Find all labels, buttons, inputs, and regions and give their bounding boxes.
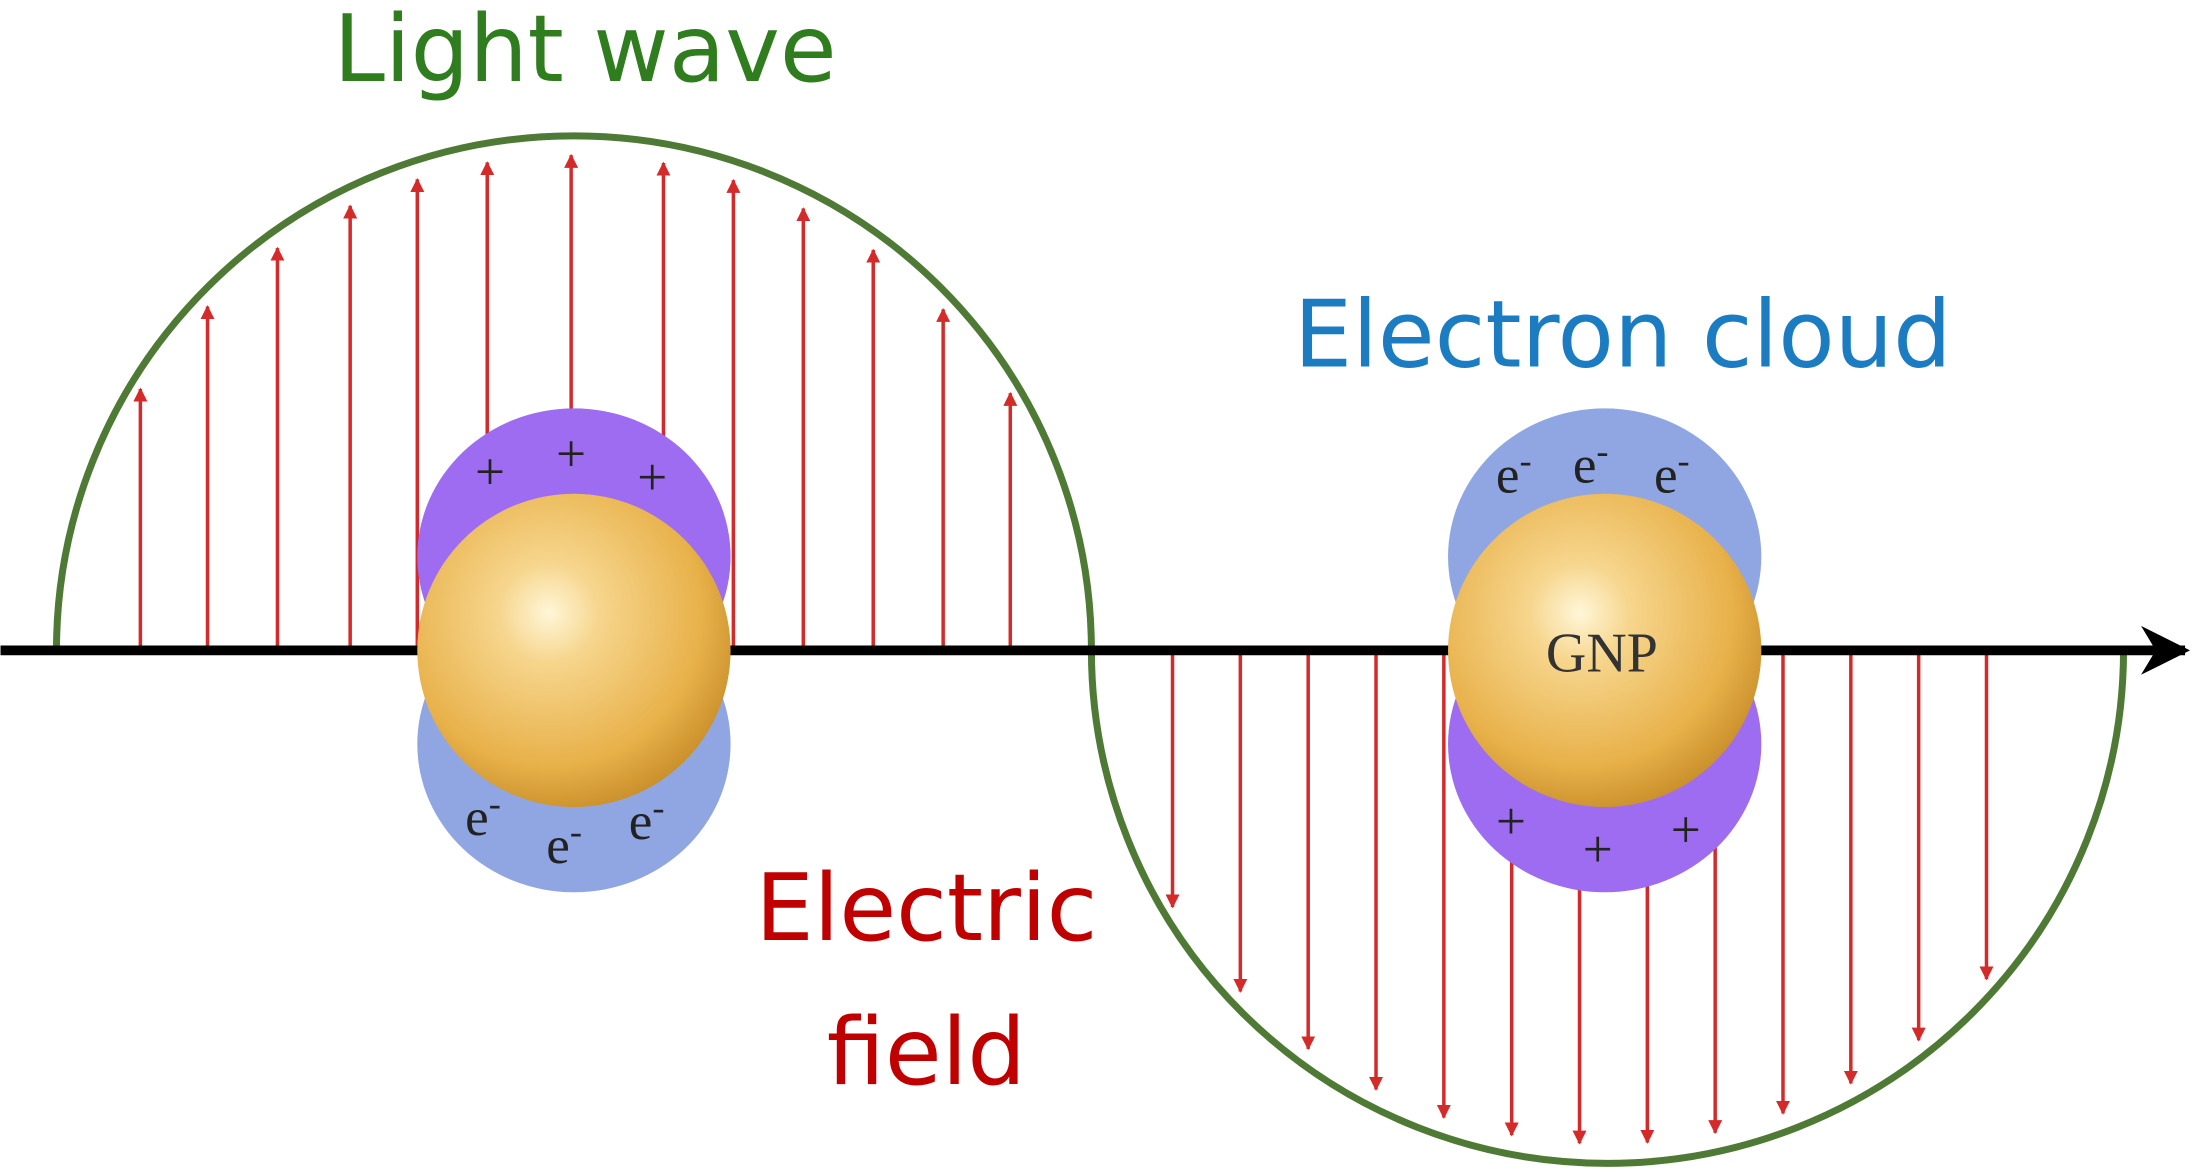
gold-nanoparticle <box>1448 493 1762 807</box>
positive-charge: + <box>475 443 505 501</box>
electron-charge: e- <box>1496 441 1532 505</box>
particle-right: GNP <box>1448 408 1762 893</box>
positive-charge: + <box>556 425 586 483</box>
electric-field-label: field <box>827 998 1026 1106</box>
gold-nanoparticle <box>417 493 731 807</box>
electron-sign: - <box>1678 441 1690 481</box>
electron-symbol: e <box>1573 437 1597 495</box>
electron-symbol: e <box>546 817 570 875</box>
electron-sign: - <box>570 811 582 851</box>
electron-sign: - <box>652 788 664 828</box>
electron-sign: - <box>1520 441 1532 481</box>
positive-charge: + <box>637 449 667 507</box>
electron-sign: - <box>1596 431 1608 471</box>
electron-sign: - <box>489 783 501 823</box>
particle-left <box>417 408 731 893</box>
electron-charge: e- <box>546 811 582 875</box>
light-wave-label: Light wave <box>334 0 837 103</box>
electron-charge: e- <box>465 783 501 847</box>
electron-symbol: e <box>465 789 489 847</box>
electron-symbol: e <box>1496 446 1520 504</box>
electron-charge: e- <box>1654 441 1690 505</box>
electric-field-label: Electric <box>755 854 1097 962</box>
positive-charge: + <box>1496 793 1526 851</box>
charges: + + ++ + +e-e-e-e-e-e- <box>465 425 1701 879</box>
electron-symbol: e <box>1654 446 1678 504</box>
electron-charge: e- <box>629 788 665 852</box>
electron-cloud-label: Electron cloud <box>1294 280 1952 388</box>
electron-charge: e- <box>1573 431 1609 495</box>
positive-charge: + <box>1583 821 1613 879</box>
particle-label: GNP <box>1546 622 1658 684</box>
positive-charge: + <box>1671 802 1701 860</box>
electron-symbol: e <box>629 793 653 851</box>
